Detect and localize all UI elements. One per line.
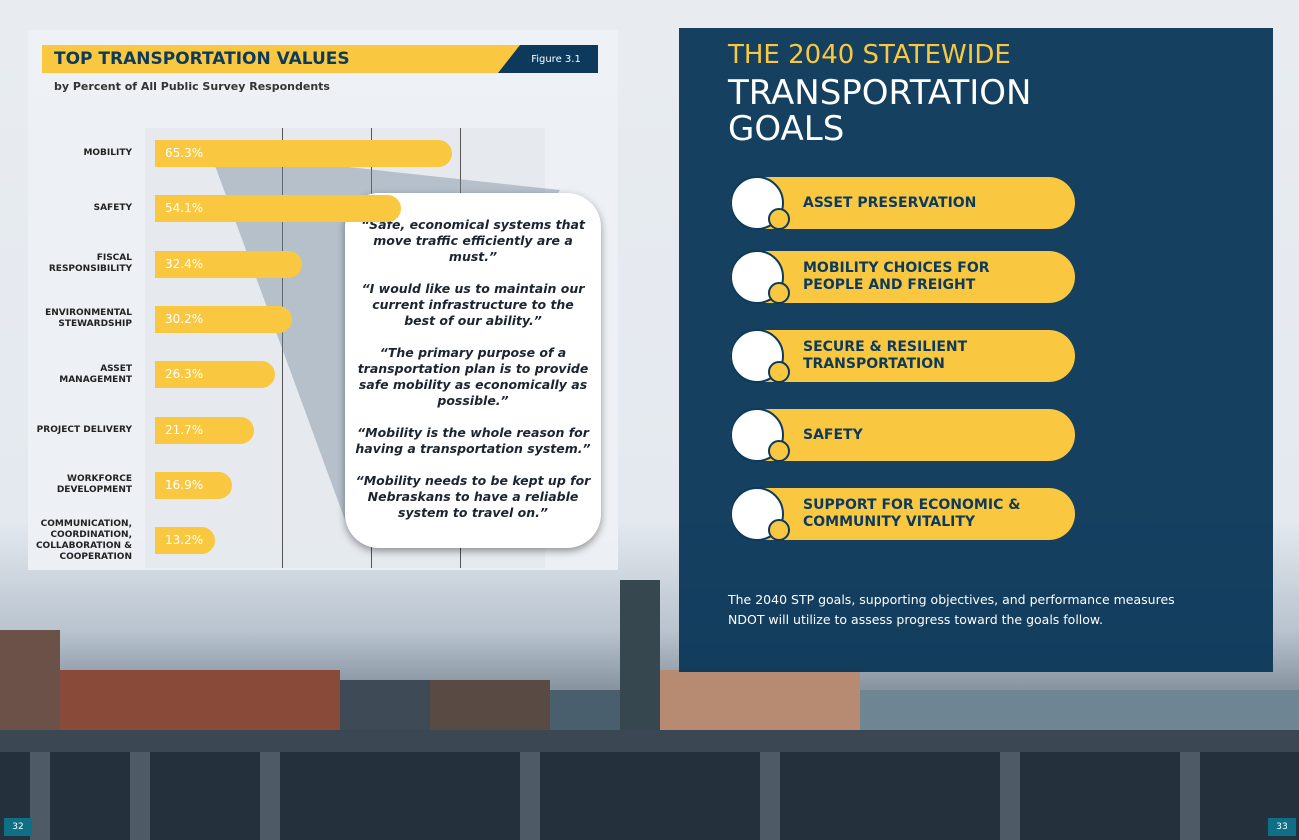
grid-decoration [282,128,283,568]
chart-title: TOP TRANSPORTATION VALUES [54,49,350,69]
category-label: SAFETY [93,203,132,214]
bar [155,471,232,499]
quote: “Mobility needs to be kept up for Nebras… [355,473,591,520]
chart-subtitle: by Percent of All Public Survey Responde… [54,80,330,93]
quote: “The primary purpose of a transportation… [357,345,589,408]
goal-icon [730,176,790,230]
goal-label: MOBILITY CHOICES FOR PEOPLE AND FREIGHT [803,260,990,293]
goal-pill: MOBILITY CHOICES FOR PEOPLE AND FREIGHT [730,250,1075,304]
category-label: ENVIRONMENTAL STEWARDSHIP [45,308,132,330]
bar [155,416,254,444]
goal-pill: ASSET PRESERVATION [730,176,1075,230]
goal-icon [730,250,790,304]
check-icon [768,361,790,383]
goal-pill: SAFETY [730,408,1075,462]
goals-title: TRANSPORTATION GOALS [728,73,1032,149]
page-number: 32 [4,818,32,836]
bar [155,195,402,223]
goal-icon [730,408,790,462]
category-label: ASSET MANAGEMENT [59,363,132,385]
bar [155,140,453,167]
check-icon [768,440,790,462]
bar [155,250,303,278]
value-label: 54.1% [165,201,204,216]
bar [155,527,216,555]
category-label: WORKFORCE DEVELOPMENT [56,474,132,496]
value-label: 13.2% [165,533,204,548]
value-label: 30.2% [165,311,204,326]
quote: “Mobility is the whole reason for having… [355,425,591,456]
goal-icon [730,329,790,383]
goal-label: SUPPORT FOR ECONOMIC & COMMUNITY VITALIT… [803,497,1021,530]
chart-title-bar: TOP TRANSPORTATION VALUES Figure 3.1 [42,45,598,73]
quote-box: “Safe, economical systems that move traf… [345,193,601,548]
value-label: 16.9% [165,477,204,492]
category-label: MOBILITY [83,148,132,158]
check-icon [768,282,790,304]
goal-pill: SUPPORT FOR ECONOMIC & COMMUNITY VITALIT… [730,487,1075,541]
category-label: COMMUNICATION, COORDINATION, COLLABORATI… [35,518,132,562]
goal-label: ASSET PRESERVATION [803,194,977,211]
goal-label: SECURE & RESILIENT TRANSPORTATION [803,339,968,372]
check-icon [768,519,790,541]
goals-title: THE 2040 STATEWIDE [728,40,1011,70]
goals-footer: The 2040 STP goals, supporting objective… [728,592,1175,627]
bar [155,305,293,333]
quote: “Safe, economical systems that move traf… [361,217,585,264]
quote: “I would like us to maintain our current… [361,281,585,328]
skyline-photo [0,580,1299,840]
value-label: 26.3% [165,367,204,382]
goal-icon [730,487,790,541]
value-label: 65.3% [165,146,204,160]
category-label: PROJECT DELIVERY [36,424,132,435]
bar [155,361,275,389]
value-label: 21.7% [165,422,204,437]
page-number: 33 [1268,818,1296,836]
goal-pill: SECURE & RESILIENT TRANSPORTATION [730,329,1075,383]
value-label: 32.4% [165,256,204,271]
goal-label: SAFETY [803,426,863,443]
category-label: FISCAL RESPONSIBILITY [48,253,132,275]
check-icon [768,208,790,230]
